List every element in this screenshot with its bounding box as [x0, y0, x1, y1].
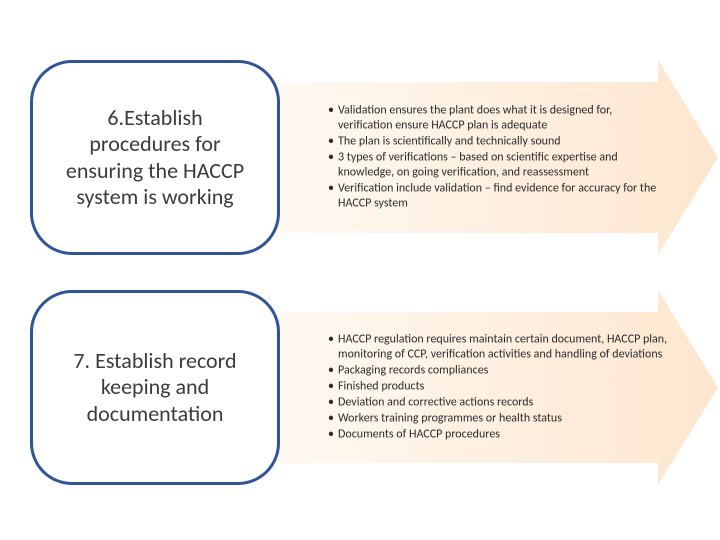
arrow-7-bullets: HACCP regulation requires maintain certa… — [328, 332, 668, 443]
bullet-item: Verification include validation – find e… — [328, 181, 668, 211]
bullet-item: Deviation and corrective actions records — [328, 395, 668, 410]
arrow-6-bullets: Validation ensures the plant does what i… — [328, 103, 668, 212]
bullet-item: 3 types of verifications – based on scie… — [328, 150, 668, 180]
row-6: 6.Establish procedures for ensuring the … — [30, 60, 280, 255]
pill-7: 7. Establish record keeping and document… — [30, 290, 280, 485]
bullet-item: Finished products — [328, 379, 668, 394]
bullet-item: Packaging records compliances — [328, 363, 668, 378]
bullet-item: Validation ensures the plant does what i… — [328, 103, 668, 133]
pill-7-title: 7. Establish record keeping and document… — [55, 348, 255, 427]
row-7: 7. Establish record keeping and document… — [30, 290, 280, 485]
bullet-item: The plan is scientifically and technical… — [328, 134, 668, 149]
bullet-item: Documents of HACCP procedures — [328, 427, 668, 442]
pill-6: 6.Establish procedures for ensuring the … — [30, 60, 280, 255]
arrow-6: Validation ensures the plant does what i… — [278, 60, 718, 255]
bullet-item: HACCP regulation requires maintain certa… — [328, 332, 668, 362]
pill-6-title: 6.Establish procedures for ensuring the … — [55, 105, 255, 211]
arrow-7: HACCP regulation requires maintain certa… — [278, 290, 718, 485]
bullet-item: Workers training programmes or health st… — [328, 411, 668, 426]
